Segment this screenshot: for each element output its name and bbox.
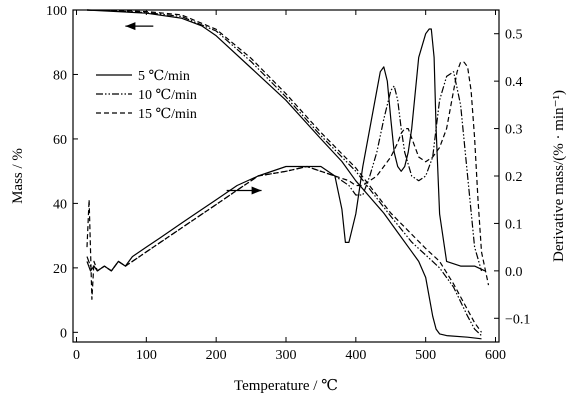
plot-frame xyxy=(72,9,500,343)
series-mass-line-1 xyxy=(86,9,482,337)
series-dtg-line-2 xyxy=(86,61,490,300)
annotation-arrowhead-0 xyxy=(125,22,136,31)
x-tick-label: 100 xyxy=(136,348,157,363)
x-tick-label: 400 xyxy=(345,348,366,363)
y-tick-label-right: 0.4 xyxy=(505,75,523,90)
x-tick-label: 300 xyxy=(276,348,297,363)
y-axis-label-right: Derivative mass/(% · min⁻¹) xyxy=(551,90,567,262)
legend: 5 ℃/min 10 ℃/min 15 ℃/min xyxy=(96,69,197,122)
annotation-arrowhead-1 xyxy=(251,186,262,195)
series-mass-line-2 xyxy=(86,9,482,333)
y-tick-label-left: 0 xyxy=(60,326,67,341)
x-axis-label: Temperature / ℃ xyxy=(234,378,338,394)
y-tick-label-right: 0.5 xyxy=(505,28,523,43)
legend-label-0: 5 ℃/min xyxy=(138,69,190,84)
y-tick-label-right: 0.1 xyxy=(505,217,523,232)
y-axis-label-left: Mass / % xyxy=(10,148,26,204)
series-mass-line-0 xyxy=(86,9,482,340)
series-dtg-line-1 xyxy=(86,71,483,272)
y-tick-label-right: −0.1 xyxy=(505,312,530,327)
series-dtg-line-0 xyxy=(86,28,486,272)
y-tick-label-left: 40 xyxy=(53,197,67,212)
y-tick-label-right: 0.3 xyxy=(505,123,523,138)
y-tick-label-left: 20 xyxy=(53,262,67,277)
y-tick-label-left: 100 xyxy=(46,4,67,19)
x-tick-label: 0 xyxy=(73,348,80,363)
x-tick-label: 200 xyxy=(206,348,227,363)
legend-label-1: 10 ℃/min xyxy=(138,88,197,103)
legend-label-2: 15 ℃/min xyxy=(138,107,197,122)
y-tick-label-left: 60 xyxy=(53,133,67,148)
y-tick-label-left: 80 xyxy=(53,68,67,83)
x-tick-label: 500 xyxy=(415,348,436,363)
y-tick-label-right: 0.0 xyxy=(505,265,523,280)
y-tick-label-right: 0.2 xyxy=(505,170,523,185)
x-tick-label: 600 xyxy=(485,348,506,363)
